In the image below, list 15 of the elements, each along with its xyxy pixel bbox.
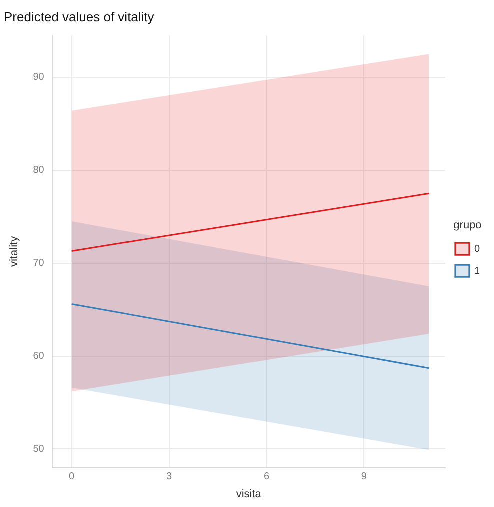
y-axis-title: vitality	[8, 236, 21, 267]
y-tick-label: 80	[33, 165, 45, 176]
y-tick-label: 90	[33, 72, 45, 84]
chart-title: Predicted values of vitality	[4, 9, 155, 24]
x-axis-title: visita	[236, 488, 262, 500]
x-tick-label: 9	[361, 472, 368, 483]
y-tick-label: 50	[33, 444, 45, 455]
x-tick-label: 3	[166, 472, 172, 483]
legend-label: 0	[474, 244, 480, 255]
legend-title: grupo	[454, 219, 482, 232]
y-tick-label: 70	[33, 258, 45, 270]
y-tick-label: 60	[33, 351, 45, 362]
legend-label: 1	[474, 266, 480, 277]
x-tick-label: 0	[69, 472, 76, 483]
x-tick-label: 6	[264, 472, 270, 483]
